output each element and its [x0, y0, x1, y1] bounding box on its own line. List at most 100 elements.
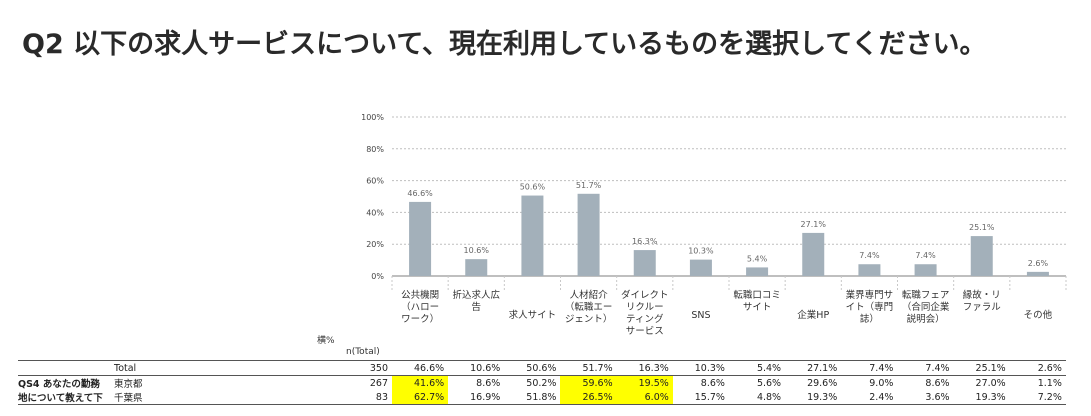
x-tick-label-line: リクルー	[625, 302, 664, 313]
bar	[633, 250, 656, 276]
x-tick-label-line: 縁故・リ	[962, 290, 1001, 301]
x-tick-label-line: （ハロー	[401, 302, 440, 313]
table-cell: 15.7%	[672, 390, 729, 405]
table-cell: 5.6%	[756, 377, 782, 389]
y-tick-label: 40%	[366, 208, 384, 217]
table-cell: 10.6%	[448, 360, 505, 376]
y-tick-label: 0%	[371, 272, 384, 281]
x-tick-label-line: 転職フェア	[901, 290, 950, 301]
table-cell: 8.6%	[476, 377, 501, 389]
bar-value-label: 2.6%	[1028, 259, 1049, 268]
table-cell: 59.6%	[560, 375, 617, 390]
bar	[521, 195, 544, 276]
table-cell: 9.0%	[869, 377, 894, 389]
table-cell: 51.7%	[560, 360, 617, 376]
table-cell: 16.3%	[616, 360, 673, 376]
table-cell: 7.4%	[897, 360, 954, 376]
row-label: 千葉県	[114, 390, 229, 405]
x-tick-label: 人材紹介 （転職エー ジェント）	[561, 290, 617, 326]
table-cell: 19.3%	[785, 390, 842, 405]
corner-label: 横%	[317, 336, 335, 346]
table-row: 地について教えて下 千葉県 83 62.7% 16.9% 51.8% 26.5% 6.0% 15…	[18, 390, 1066, 405]
x-tick-label-line: ダイレクト	[620, 290, 669, 301]
bar	[914, 264, 937, 276]
table-cell: 46.6%	[392, 360, 449, 376]
bar	[577, 193, 600, 276]
table-cell: 4.8%	[728, 390, 786, 405]
table-cell: 1.1%	[1037, 377, 1062, 389]
bar-value-label: 7.4%	[915, 251, 936, 260]
x-tick-label: 転職フェア （合同企業 説明会）	[898, 290, 954, 326]
table-cell: 16.9%	[448, 390, 505, 405]
row-label: 東京都	[114, 379, 143, 390]
table-cell: 3.6%	[897, 390, 954, 405]
x-tick-label-line: ワーク）	[401, 314, 440, 325]
table-cell: 2.6%	[1009, 360, 1066, 376]
group-label: QS4 あなたの勤務	[18, 379, 100, 390]
bar	[970, 236, 993, 276]
table-cell: 8.6%	[925, 377, 950, 389]
x-tick-label-line: ファラル	[962, 302, 1001, 313]
bar-value-label: 5.4%	[747, 254, 768, 263]
bar-value-label: 50.6%	[520, 183, 546, 192]
table-cell: 29.6%	[807, 377, 838, 389]
x-tick-label-line: 折込求人広	[452, 290, 500, 301]
x-tick-label-line: サイト	[742, 302, 772, 313]
x-tick-label: 企業HP	[785, 310, 841, 322]
bar-value-label: 51.7%	[576, 181, 602, 190]
table-cell: 50.6%	[504, 360, 561, 376]
x-tick-label-line: （転職エー	[564, 302, 613, 313]
bar-value-label: 25.1%	[969, 223, 995, 232]
table-cell: 5.4%	[728, 360, 786, 376]
x-tick-label-line: 説明会）	[906, 314, 945, 325]
bar-value-label: 10.3%	[688, 247, 714, 256]
x-tick-label-line: 転職口コミ	[733, 290, 781, 301]
bar-chart: 0% 20% 40% 60% 80% 100% 46.6% 10.6% 50.6% 51.7% 16…	[361, 113, 1067, 290]
x-tick-label: 縁故・リ ファラル	[954, 290, 1010, 314]
table-cell: 6.0%	[616, 390, 673, 405]
x-tick-label-line: イト（専門	[845, 302, 894, 313]
x-tick-label: ダイレクト リクルー ティング サービス	[617, 290, 673, 338]
x-tick-label-line: 企業HP	[797, 310, 830, 321]
bar-value-label: 27.1%	[801, 220, 827, 229]
y-tick-label: 100%	[361, 113, 384, 122]
x-tick-label-line: ティング	[626, 314, 664, 325]
x-tick-label-line: 誌）	[859, 314, 879, 325]
table-cell: 50.2%	[526, 377, 557, 389]
row-n: 83	[229, 390, 392, 405]
table-cell: 8.6%	[700, 377, 725, 389]
table-cell: 7.2%	[1009, 390, 1066, 405]
x-tick-label-line: 求人サイト	[508, 310, 557, 321]
y-tick-label: 60%	[366, 177, 384, 186]
x-tick-label-line: 業界専門サ	[845, 290, 894, 301]
x-tick-label-line: ジェント）	[564, 314, 613, 325]
x-tick-label: 転職口コミ サイト	[729, 290, 785, 314]
row-n: 267	[369, 377, 388, 389]
bar	[465, 259, 488, 276]
x-tick-label-line: 公共機関	[401, 290, 440, 301]
x-tick-label-line: （合同企業	[901, 302, 950, 313]
bar-value-label: 7.4%	[859, 251, 880, 260]
table-cell: 41.6%	[392, 375, 449, 390]
table-cell: 27.0%	[975, 377, 1006, 389]
n-label: n(Total)	[346, 347, 380, 357]
question-title: Q2 以下の求人サービスについて、現在利用しているものを選択してください。	[22, 29, 987, 60]
row-n: 350	[229, 360, 392, 376]
table-row: Total 350 46.6% 10.6% 50.6% 51.7% 16.3% 10.3% 5.…	[18, 360, 1066, 376]
x-tick-label: その他	[1010, 310, 1066, 322]
x-tick-label-line: 人材紹介	[569, 290, 608, 301]
bar	[746, 267, 769, 276]
bar	[802, 232, 825, 276]
table-cell: 51.8%	[504, 390, 561, 405]
bar-value-label: 46.6%	[407, 189, 433, 198]
table-cell: 10.3%	[672, 360, 729, 376]
table-cell: 2.4%	[841, 390, 898, 405]
table-row: QS4 あなたの勤務 東京都 267 41.6% 8.6% 50.2% 59.6% 19.5%…	[18, 375, 1066, 390]
x-tick-label: 求人サイト	[504, 310, 560, 322]
table-cell: 25.1%	[953, 360, 1010, 376]
table-cell: 27.1%	[785, 360, 842, 376]
bar	[1026, 271, 1049, 276]
bar-value-label: 10.6%	[464, 246, 490, 255]
x-tick-label-line: サービス	[625, 326, 664, 337]
table-cell: 19.3%	[953, 390, 1010, 405]
